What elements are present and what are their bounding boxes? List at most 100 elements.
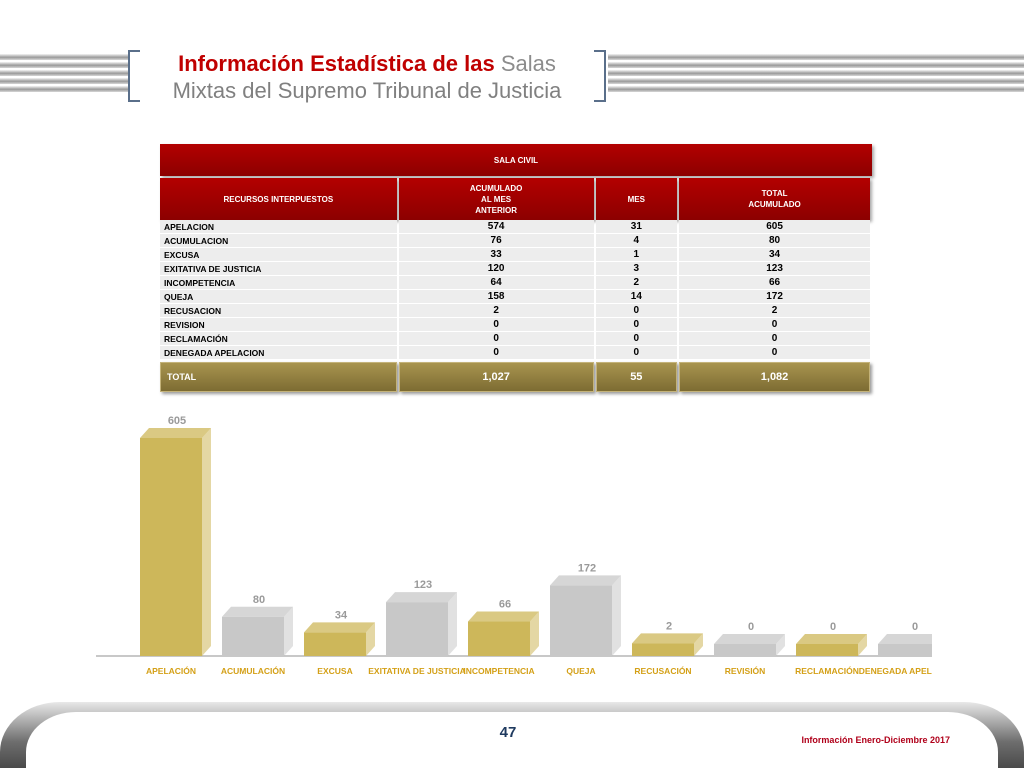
category-label: APELACIÓN — [146, 665, 196, 676]
category-label: RECUSACIÓN — [634, 665, 691, 676]
data-label: 123 — [414, 579, 432, 591]
category-label: QUEJA — [566, 666, 595, 676]
row-total: 34 — [679, 248, 870, 262]
category-label: DENEGADA APELACIÓN — [859, 665, 932, 676]
row-label: EXCUSA — [160, 248, 397, 262]
data-label: 66 — [499, 599, 511, 611]
row-mes: 0 — [595, 318, 678, 332]
category-label: RECLAMACIÓN — [795, 665, 859, 676]
row-mes: 0 — [595, 304, 678, 318]
header-total: TOTAL ACUMULADO — [679, 178, 870, 220]
row-prev: 120 — [398, 262, 594, 276]
footer-panel — [26, 712, 998, 768]
category-label: INCOMPETENCIA — [463, 666, 534, 676]
data-label: 2 — [666, 620, 672, 632]
table-body: APELACION 574 31 605 ACUMULACION 76 4 80 EXCUSA 3… — [160, 220, 872, 360]
bar — [386, 592, 457, 656]
title-red-part: Información Estadística de las — [178, 51, 495, 76]
row-label: APELACION — [160, 220, 397, 234]
data-label: 172 — [578, 562, 596, 574]
row-prev: 2 — [398, 304, 594, 318]
row-total: 172 — [679, 290, 870, 304]
row-total: 123 — [679, 262, 870, 276]
page-number: 47 — [499, 724, 517, 741]
row-total: 66 — [679, 276, 870, 290]
table-row: EXCUSA 33 1 34 — [160, 248, 872, 262]
data-label: 0 — [912, 621, 918, 633]
title-line-2: Mixtas del Supremo Tribunal de Justicia — [172, 78, 562, 103]
row-prev: 0 — [398, 346, 594, 360]
table-caption: SALA CIVIL — [160, 144, 872, 176]
page-title: Información Estadística de las Salas Mix… — [140, 50, 594, 104]
footer-period: Información Enero-Diciembre 2017 — [801, 735, 950, 745]
row-total: 605 — [679, 220, 870, 234]
row-total: 0 — [679, 332, 870, 346]
data-label: 0 — [830, 621, 836, 633]
category-label: EXCUSA — [317, 666, 352, 676]
row-prev: 33 — [398, 248, 594, 262]
category-label: REVISIÓN — [725, 665, 766, 676]
header-stripes-right — [608, 54, 1024, 100]
table-row: REVISION 0 0 0 — [160, 318, 872, 332]
row-mes: 31 — [595, 220, 678, 234]
header-acumulado: ACUMULADO AL MES ANTERIOR — [398, 178, 594, 220]
category-label: ACUMULACIÓN — [221, 665, 285, 676]
row-prev: 76 — [398, 234, 594, 248]
table-row: INCOMPETENCIA 64 2 66 — [160, 276, 872, 290]
total-prev: 1,027 — [398, 362, 594, 392]
row-prev: 158 — [398, 290, 594, 304]
table-row: RECUSACION 2 0 2 — [160, 304, 872, 318]
row-total: 0 — [679, 318, 870, 332]
row-label: REVISION — [160, 318, 397, 332]
bar — [140, 428, 211, 656]
category-label: EXITATIVA DE JUSTICIA — [368, 666, 465, 676]
table-row: APELACION 574 31 605 — [160, 220, 872, 234]
row-total: 80 — [679, 234, 870, 248]
title-bracket-left — [128, 50, 140, 102]
bar — [796, 634, 867, 656]
bar — [222, 606, 293, 656]
table-row: EXITATIVA DE JUSTICIA 120 3 123 — [160, 262, 872, 276]
row-label: INCOMPETENCIA — [160, 276, 397, 290]
row-label: RECUSACION — [160, 304, 397, 318]
bar — [878, 634, 932, 656]
title-gray-part: Salas — [500, 51, 556, 76]
header-recursos: RECURSOS INTERPUESTOS — [160, 178, 397, 220]
row-mes: 1 — [595, 248, 678, 262]
bar — [468, 611, 539, 656]
row-prev: 64 — [398, 276, 594, 290]
table-row: ACUMULACION 76 4 80 — [160, 234, 872, 248]
row-total: 2 — [679, 304, 870, 318]
row-mes: 0 — [595, 332, 678, 346]
table-row: QUEJA 158 14 172 — [160, 290, 872, 304]
row-mes: 2 — [595, 276, 678, 290]
row-prev: 0 — [398, 332, 594, 346]
title-bracket-right — [594, 50, 606, 102]
total-label: TOTAL — [160, 362, 397, 392]
row-label: RECLAMACIÓN — [160, 332, 397, 346]
bar — [632, 633, 703, 656]
row-mes: 4 — [595, 234, 678, 248]
row-label: DENEGADA APELACION — [160, 346, 397, 360]
row-label: ACUMULACION — [160, 234, 397, 248]
statistics-table: SALA CIVIL RECURSOS INTERPUESTOS ACUMULA… — [160, 144, 872, 392]
row-prev: 0 — [398, 318, 594, 332]
row-mes: 0 — [595, 346, 678, 360]
row-label: QUEJA — [160, 290, 397, 304]
table-row: DENEGADA APELACION 0 0 0 — [160, 346, 872, 360]
total-mes: 55 — [595, 362, 678, 392]
bar — [714, 634, 785, 656]
header-stripes-left — [0, 54, 128, 100]
row-label: EXITATIVA DE JUSTICIA — [160, 262, 397, 276]
table-total-row: TOTAL 1,027 55 1,082 — [160, 362, 872, 392]
bar — [304, 622, 375, 656]
data-label: 34 — [335, 609, 348, 621]
bar — [550, 575, 621, 656]
total-total: 1,082 — [679, 362, 870, 392]
table-row: RECLAMACIÓN 0 0 0 — [160, 332, 872, 346]
bar-chart: 605 APELACIÓN 80 ACUMULACIÓN 34 EXCUSA 123 EXIT… — [96, 415, 932, 676]
row-mes: 3 — [595, 262, 678, 276]
data-label: 0 — [748, 621, 754, 633]
row-prev: 574 — [398, 220, 594, 234]
data-label: 605 — [168, 415, 186, 427]
